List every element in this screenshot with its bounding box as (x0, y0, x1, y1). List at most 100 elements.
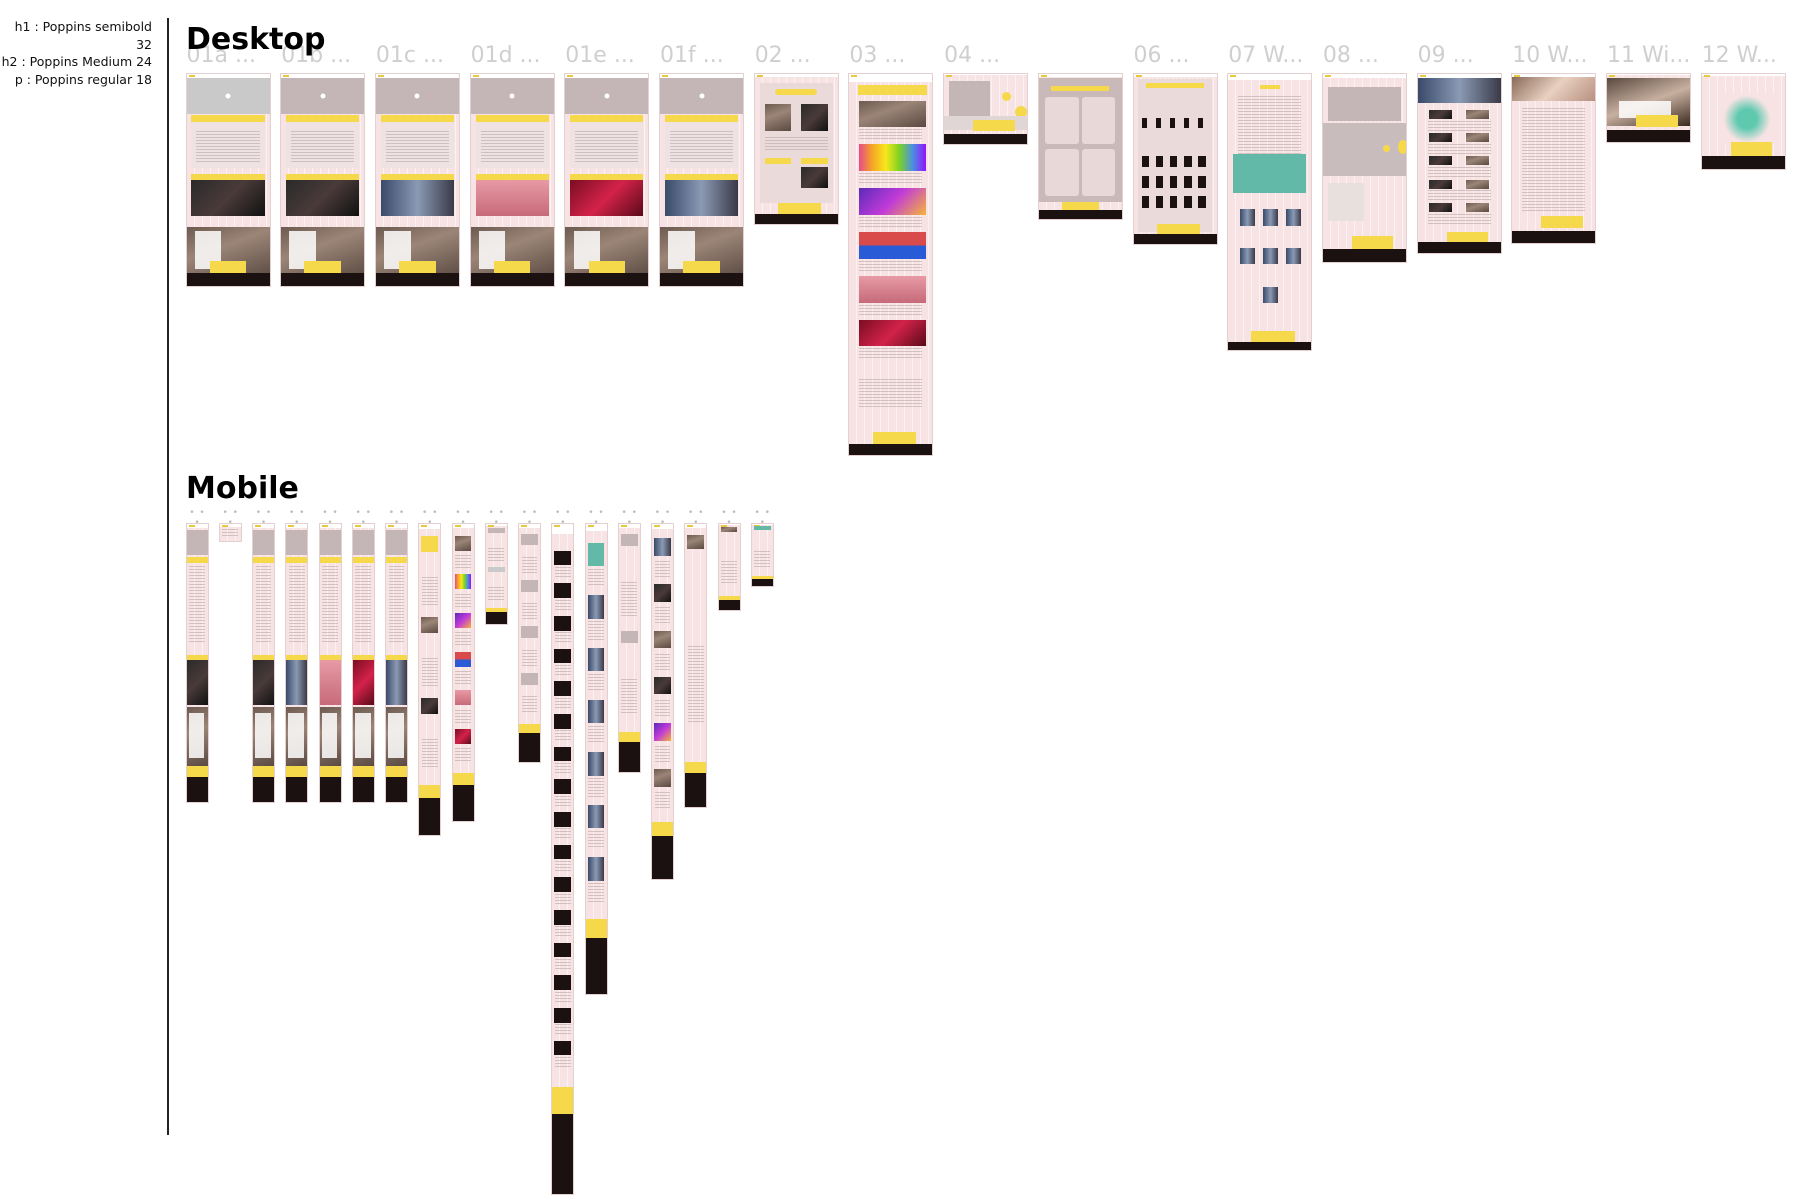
mobile-frame[interactable] (552, 524, 574, 1194)
news-thumb (1465, 179, 1489, 189)
frame-header (470, 74, 554, 79)
content-image (554, 812, 572, 827)
article-image (859, 100, 926, 128)
section-heading-bar (386, 654, 407, 661)
mobile-frame[interactable] (219, 524, 241, 541)
gallery-tile (1155, 176, 1164, 188)
mobile-frame[interactable] (585, 524, 607, 994)
body-text (654, 745, 671, 763)
frame-label: 06 ... (1133, 44, 1190, 68)
play-icon (320, 93, 326, 99)
footer (386, 776, 407, 802)
mobile-frame-label: • • • (388, 508, 406, 528)
heading-tag (1259, 85, 1280, 90)
desktop-frame[interactable] (1607, 74, 1690, 142)
desktop-frame[interactable] (1701, 74, 1785, 169)
body-text (554, 697, 571, 710)
body-text (588, 673, 604, 693)
illustration (1718, 93, 1777, 146)
frame-header (1512, 74, 1596, 78)
desktop-frame[interactable] (1512, 74, 1596, 243)
play-icon (604, 93, 610, 99)
content-image (554, 1040, 572, 1056)
body-text (859, 378, 923, 410)
mobile-frame[interactable] (352, 524, 374, 802)
content-image (587, 857, 605, 881)
mobile-frame[interactable] (618, 524, 640, 772)
frame-label: 03 ... (849, 44, 906, 68)
content-image (587, 542, 605, 567)
feature-image (253, 660, 274, 705)
content-image (487, 567, 505, 572)
content-image (521, 533, 538, 546)
frame-header (1701, 74, 1785, 77)
mobile-frame[interactable] (751, 524, 773, 586)
mobile-frame[interactable] (253, 524, 274, 802)
content-image (421, 536, 439, 552)
mobile-frame[interactable] (685, 524, 707, 807)
mobile-frame-label: • • • (721, 508, 738, 528)
desktop-frame[interactable] (565, 74, 649, 286)
desktop-frame[interactable] (375, 74, 459, 286)
desktop-frame[interactable] (1133, 74, 1217, 244)
cta-box (683, 260, 720, 274)
frame-header (1417, 74, 1501, 78)
body-text (554, 763, 571, 775)
desktop-frame[interactable] (1417, 74, 1501, 253)
hero-video-placeholder (352, 529, 374, 555)
content-image (454, 690, 472, 706)
content-image (554, 975, 572, 991)
mobile-frame[interactable] (519, 524, 540, 762)
desktop-frame[interactable] (944, 74, 1028, 144)
mobile-frame[interactable] (485, 524, 507, 624)
footer (618, 742, 640, 772)
frame-label: 01c ... (375, 44, 444, 68)
mobile-frame[interactable] (652, 524, 673, 879)
contact-panel (1327, 87, 1401, 121)
body-text (554, 893, 571, 906)
body-text (859, 348, 923, 360)
typography-legend: h1 : Poppins semibold 32 h2 : Poppins Me… (0, 18, 152, 88)
hero-video-placeholder (660, 78, 743, 115)
mobile-frame[interactable] (186, 524, 208, 802)
info-card (188, 713, 205, 758)
section-heading-bar (286, 115, 360, 122)
mobile-frame[interactable] (718, 524, 740, 610)
footer (452, 785, 474, 821)
mobile-frame[interactable] (319, 524, 341, 802)
mobile-frame[interactable] (386, 524, 407, 802)
body-text (554, 567, 571, 579)
cta-box (751, 576, 773, 579)
play-icon (699, 93, 704, 99)
mobile-frame[interactable] (286, 524, 308, 802)
heading-pill (1145, 82, 1205, 88)
desktop-frame[interactable] (849, 74, 933, 455)
body-text (255, 565, 272, 644)
cta-box (419, 785, 441, 798)
mobile-frame[interactable] (419, 524, 441, 835)
desktop-frame[interactable] (660, 74, 743, 286)
hero-video-placeholder (470, 78, 554, 115)
footer (1607, 129, 1690, 142)
body-text (554, 926, 571, 938)
cta-box (618, 732, 640, 743)
mobile-frame[interactable] (452, 524, 474, 821)
footer (585, 937, 607, 994)
desktop-frame[interactable] (186, 74, 270, 286)
desktop-frame[interactable] (1228, 74, 1312, 350)
desktop-frame[interactable] (754, 74, 838, 224)
desktop-frame[interactable] (470, 74, 554, 286)
desktop-frame[interactable] (1322, 74, 1406, 262)
feature-image (475, 180, 549, 217)
desktop-frame[interactable] (281, 74, 365, 286)
desktop-frame[interactable] (1038, 74, 1122, 219)
content-image (620, 630, 638, 644)
body-text (687, 645, 704, 723)
section-heading-bar (253, 557, 274, 563)
footer (281, 273, 365, 286)
body-text (1427, 167, 1491, 178)
feature-image (319, 660, 341, 705)
cta-box (386, 765, 407, 777)
content-image (454, 535, 472, 551)
body-text (480, 131, 544, 164)
